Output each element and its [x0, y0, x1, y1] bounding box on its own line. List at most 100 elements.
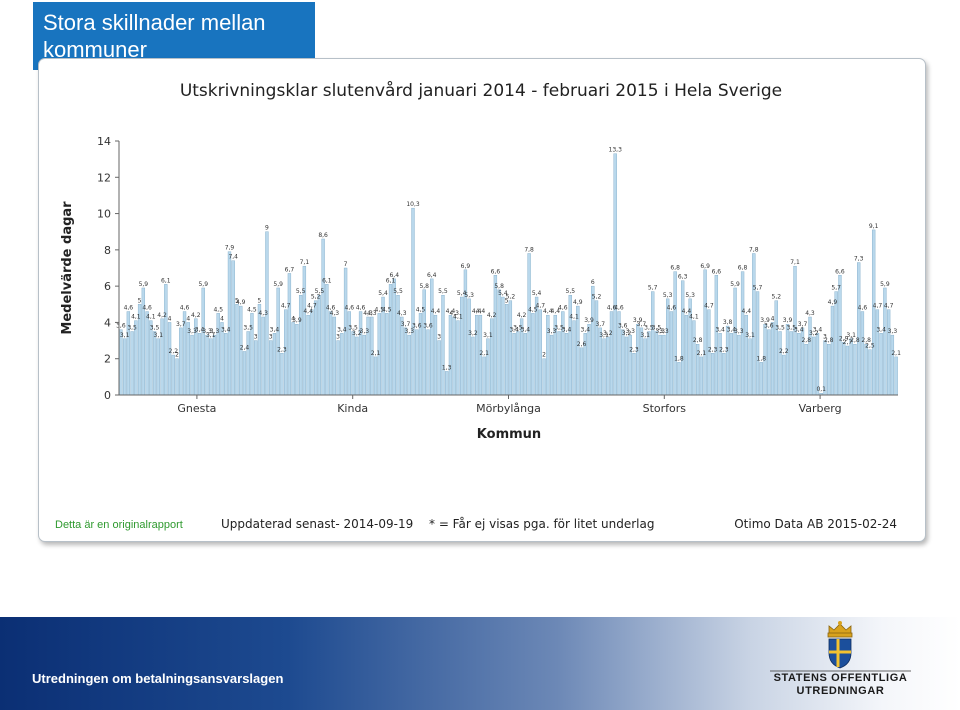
bar [624, 336, 629, 396]
chart-title: Utskrivningsklar slutenvård januari 2014… [180, 80, 782, 101]
bar-label: 5,5 [438, 288, 448, 295]
bar-label: 5,9 [880, 281, 890, 288]
bar [291, 322, 295, 396]
x-axis-label: Kommun [477, 427, 541, 442]
y-tick-label: 8 [104, 244, 111, 257]
bar-label: 3,6 [116, 323, 126, 330]
bar-label: 3,5 [554, 325, 564, 332]
bar [785, 324, 790, 396]
bar-label: 3,6 [412, 323, 422, 330]
bar [224, 333, 228, 396]
bar-label: 5,7 [648, 285, 658, 292]
bar-label: 3,5 [243, 325, 253, 332]
bar-chart: Utskrivningsklar slutenvård januari 2014… [55, 80, 901, 531]
bar [808, 316, 812, 396]
bar-label: 6,8 [670, 265, 680, 272]
y-tick-label: 12 [97, 171, 111, 184]
bar-label: 5,9 [730, 281, 740, 288]
bar-label: 4,7 [281, 303, 291, 310]
bar [752, 253, 756, 396]
bar [272, 333, 277, 396]
bar [621, 329, 625, 396]
bar [216, 313, 220, 396]
bar [475, 314, 479, 396]
bar-label: 6,4 [427, 272, 437, 279]
bar-label: 3,3 [547, 328, 557, 335]
bar-label: 9 [265, 225, 269, 232]
bar [871, 229, 876, 396]
y-axis-label: Medelvärde dagar [60, 201, 75, 335]
bar [351, 331, 355, 396]
bar-label: 2,1 [371, 350, 381, 357]
bar-label: 5 [138, 297, 142, 304]
bar [149, 320, 153, 396]
bar-label: 3,4 [794, 326, 804, 333]
bar [894, 356, 898, 396]
bar-label: 4,5 [247, 306, 257, 313]
bar-label: 13,3 [609, 147, 623, 154]
x-tick-label: Mörbylånga [476, 402, 541, 415]
bar-label: 5,5 [296, 288, 306, 295]
bar [849, 338, 853, 396]
bar [531, 313, 535, 396]
bar [257, 304, 262, 396]
footer-text: Utredningen om betalningsansvarslagen [32, 671, 284, 686]
bar [606, 336, 610, 396]
bar [703, 269, 707, 396]
bar-label: 5,4 [498, 290, 508, 297]
bar [448, 314, 453, 396]
bar-label: 2,7 [843, 339, 853, 346]
bar-label: 4,2 [517, 312, 527, 319]
bar [190, 334, 194, 396]
bar-label: 3,7 [401, 321, 411, 328]
bar [336, 340, 340, 396]
bar [385, 313, 389, 396]
bar-label: 3,1 [483, 332, 493, 339]
bar [628, 334, 632, 396]
bar-label: 2,4 [240, 344, 250, 351]
bar-label: 4,3 [449, 310, 459, 317]
bar-label: 3,5 [652, 325, 662, 332]
bar [662, 334, 666, 396]
bar-label: 2 [175, 352, 179, 359]
bar-label: 3 [254, 334, 258, 341]
y-tick-label: 10 [97, 208, 111, 221]
bar-label: 4,5 [375, 306, 385, 313]
bar [557, 331, 561, 396]
bar-label: 5,2 [592, 294, 602, 301]
bar-label: 2 [542, 352, 546, 359]
bar [722, 353, 726, 396]
bar [167, 322, 172, 396]
bar [523, 333, 528, 396]
footer-band [0, 617, 960, 710]
bar [834, 291, 838, 396]
bar-label: 2,3 [719, 346, 729, 353]
bar [737, 334, 741, 396]
bar-label: 3,9 [760, 317, 770, 324]
bar-label: 7,1 [300, 259, 310, 266]
bar [508, 300, 513, 396]
bar [246, 331, 250, 396]
bar-label: 3,4 [727, 326, 737, 333]
bar-label: 4,7 [307, 303, 317, 310]
bar-label: 4,5 [416, 306, 426, 313]
bar-label: 3,3 [202, 328, 212, 335]
bar-label: 2,1 [697, 350, 707, 357]
bar [467, 298, 471, 396]
bar [411, 207, 415, 396]
bar [587, 324, 591, 396]
bar-label: 4,6 [124, 305, 134, 312]
bar [321, 238, 325, 396]
bar-label: 4,4 [472, 308, 482, 315]
bar [774, 300, 778, 396]
bar-label: 2,6 [577, 341, 587, 348]
bar-label: 3,1 [120, 332, 130, 339]
bar [134, 320, 138, 396]
sou-logo-line1: STATENS OFFENTLIGA [773, 672, 908, 684]
bar [673, 271, 677, 396]
bar [358, 311, 363, 396]
bar [755, 291, 760, 396]
bar-label: 6,6 [712, 268, 722, 275]
sou-logo-line2: UTREDNINGAR [796, 685, 885, 697]
bar [504, 304, 509, 396]
